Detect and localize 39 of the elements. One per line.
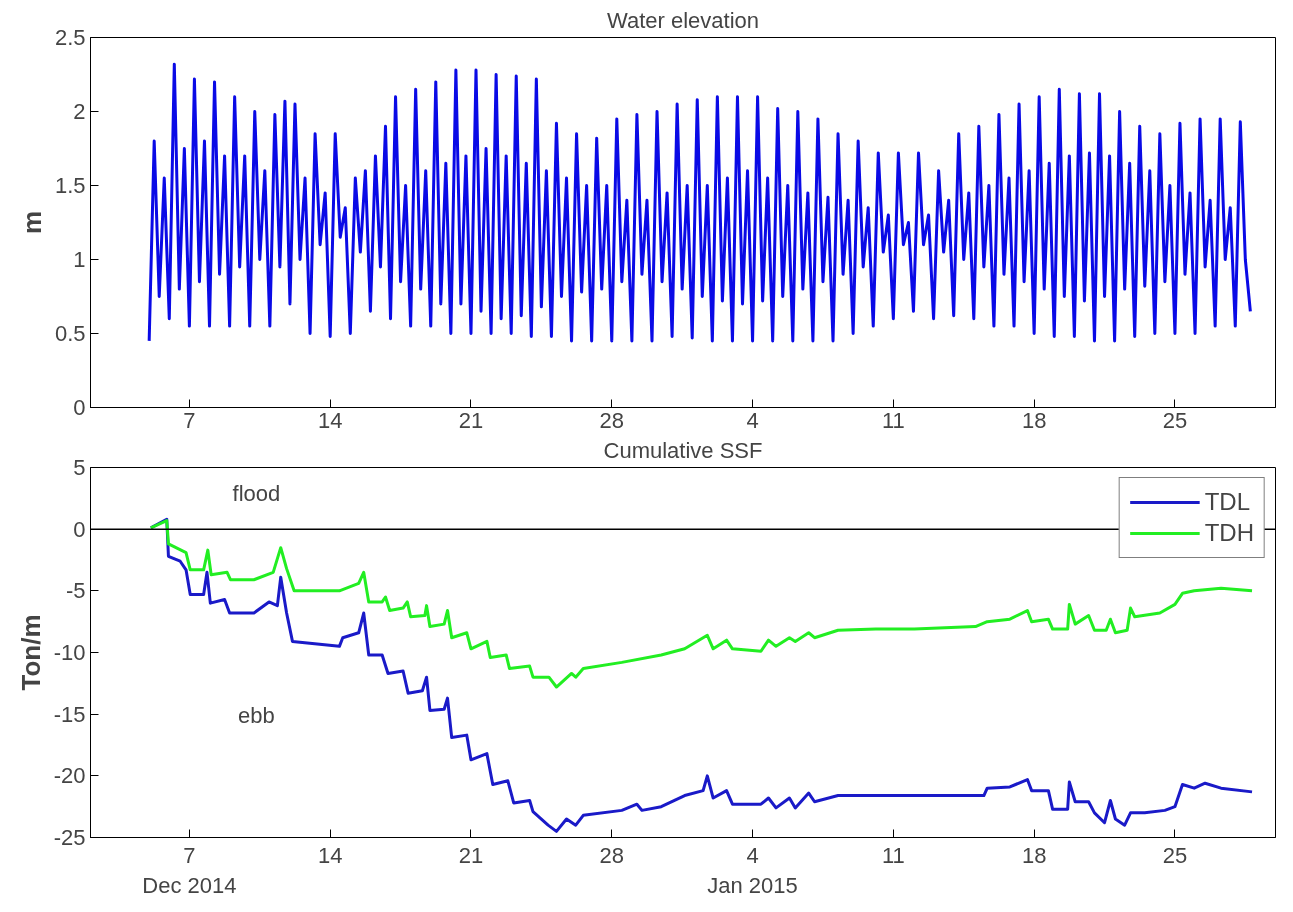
x-tick-label: 7 xyxy=(183,407,196,433)
y-tick-label: 0 xyxy=(73,395,86,420)
x-tick-label: 28 xyxy=(599,842,625,868)
y-tick-label: 2 xyxy=(73,99,86,124)
y-tick-label: -25 xyxy=(53,825,86,850)
y-tick-label: -15 xyxy=(53,701,86,727)
line-series xyxy=(147,62,1252,343)
x-tick-label: 4 xyxy=(746,407,759,433)
y-tick-label: 0 xyxy=(73,516,86,542)
y-axis-title: m xyxy=(16,210,47,235)
x-tick-label: 18 xyxy=(1021,407,1047,433)
y-tick-label: -5 xyxy=(65,578,86,604)
x-tick-label: 7 Dec 2014 xyxy=(142,842,237,898)
x-tick-label: 28 xyxy=(599,407,625,433)
x-tick-label: 25 xyxy=(1162,407,1188,433)
legend-label: TDH xyxy=(1204,519,1254,547)
y-tick-label: -20 xyxy=(53,763,86,789)
line-series xyxy=(149,519,1254,689)
x-tick-label: 25 xyxy=(1162,842,1188,868)
x-tick-label: 4 Jan 2015 xyxy=(707,842,798,898)
chart-title: Cumulative SSF xyxy=(603,437,763,463)
annotation: flood xyxy=(232,480,281,506)
x-tick-label: 14 xyxy=(317,842,343,868)
y-tick-label: 1.5 xyxy=(54,173,86,198)
annotation: ebb xyxy=(238,702,275,728)
y-axis-title: Ton/m xyxy=(15,614,46,691)
y-tick-label: 0.5 xyxy=(54,321,86,346)
x-tick-label: 18 xyxy=(1021,842,1047,868)
chart-title: Water elevation xyxy=(606,7,760,33)
x-tick-label: 21 xyxy=(458,842,484,868)
y-tick-label: 2.5 xyxy=(54,25,86,50)
y-tick-label: -10 xyxy=(53,640,86,665)
y-tick-label: 1 xyxy=(73,247,86,272)
x-tick-label: 11 xyxy=(881,842,905,868)
y-tick-label: 5 xyxy=(73,455,86,480)
x-tick-label: 14 xyxy=(317,407,343,433)
x-tick-label: 11 xyxy=(881,407,905,433)
x-tick-label: 21 xyxy=(458,407,484,433)
legend-label: TDL xyxy=(1204,488,1251,516)
